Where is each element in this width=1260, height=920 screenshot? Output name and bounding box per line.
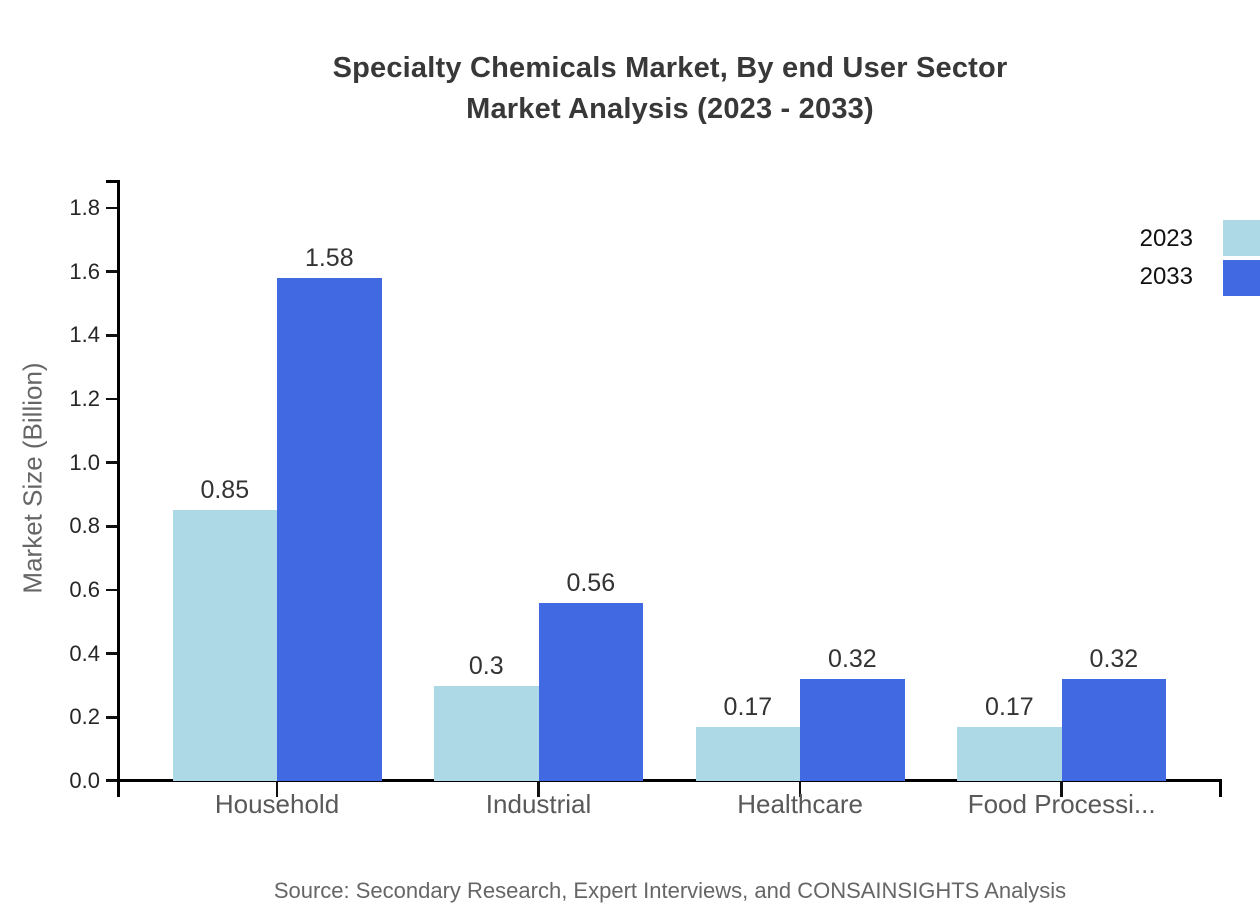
- y-tick: [106, 716, 117, 719]
- bar-2023-healthcare: [695, 726, 801, 781]
- y-axis-line: [117, 180, 120, 797]
- bar-value-label: 0.3: [468, 651, 504, 680]
- bar-2033-healthcare: [800, 679, 905, 781]
- y-tick: [106, 525, 117, 528]
- y-tick-label: 0.0: [69, 768, 100, 793]
- x-tick: [537, 781, 540, 797]
- x-category-label: Food Processi...: [967, 789, 1156, 819]
- y-tick: [106, 779, 117, 783]
- bar-value-label: 0.85: [200, 476, 250, 505]
- y-tick: [106, 270, 117, 273]
- y-tick-label: 1.4: [69, 322, 100, 348]
- y-tick-label: 1.0: [69, 449, 100, 475]
- source-note: Source: Secondary Research, Expert Inter…: [273, 878, 1067, 903]
- bar-2023-household: [172, 510, 277, 781]
- bar-2033-industrial: [538, 602, 643, 781]
- bar-value-label: 1.58: [304, 244, 354, 272]
- x-axis-line: [106, 779, 1222, 782]
- x-tick: [275, 781, 279, 797]
- x-category-label: Industrial: [485, 789, 592, 819]
- y-tick: [106, 397, 117, 401]
- chart-title-line1: Specialty Chemicals Market, By end User …: [332, 52, 1008, 84]
- bar-2033-household: [277, 278, 382, 781]
- bar-value-label: 0.56: [566, 568, 616, 597]
- y-tick: [106, 206, 117, 210]
- bar-value-label: 0.32: [828, 645, 877, 674]
- y-tick-label: 1.6: [69, 258, 100, 284]
- chart-title-line2: Market Analysis (2023 - 2033): [466, 93, 874, 125]
- x-axis-end-tick: [1219, 781, 1222, 797]
- x-tick: [798, 781, 802, 797]
- y-tick: [106, 588, 117, 592]
- x-category-label: Household: [214, 789, 340, 819]
- legend-label-2023: 2023: [1139, 225, 1193, 252]
- x-category-label: Healthcare: [737, 789, 863, 819]
- bar-value-label: 0.32: [1089, 645, 1139, 674]
- y-tick: [106, 652, 117, 655]
- y-tick: [106, 334, 117, 337]
- y-tick-label: 0.4: [69, 640, 100, 666]
- y-tick: [106, 461, 117, 464]
- bar-2023-food-processi: [957, 726, 1062, 781]
- bar-2023-industrial: [434, 685, 539, 781]
- bar-value-label: 0.17: [723, 692, 773, 721]
- x-tick: [1060, 781, 1063, 797]
- y-tick-label: 1.2: [69, 386, 100, 411]
- y-tick-label: 0.6: [69, 577, 100, 602]
- legend-swatch-2033: [1223, 260, 1260, 296]
- y-tick-label: 1.8: [69, 195, 100, 220]
- bar-2033-food-processi: [1061, 679, 1167, 781]
- y-tick-label: 0.2: [69, 704, 100, 730]
- legend-label-2033: 2033: [1139, 263, 1193, 290]
- legend-swatch-2023: [1223, 220, 1260, 256]
- y-axis-end-tick: [106, 180, 118, 183]
- bar-value-label: 0.17: [985, 692, 1034, 721]
- chart-title: Specialty Chemicals Market, By end User …: [80, 48, 1260, 130]
- y-tick-label: 0.8: [69, 513, 100, 539]
